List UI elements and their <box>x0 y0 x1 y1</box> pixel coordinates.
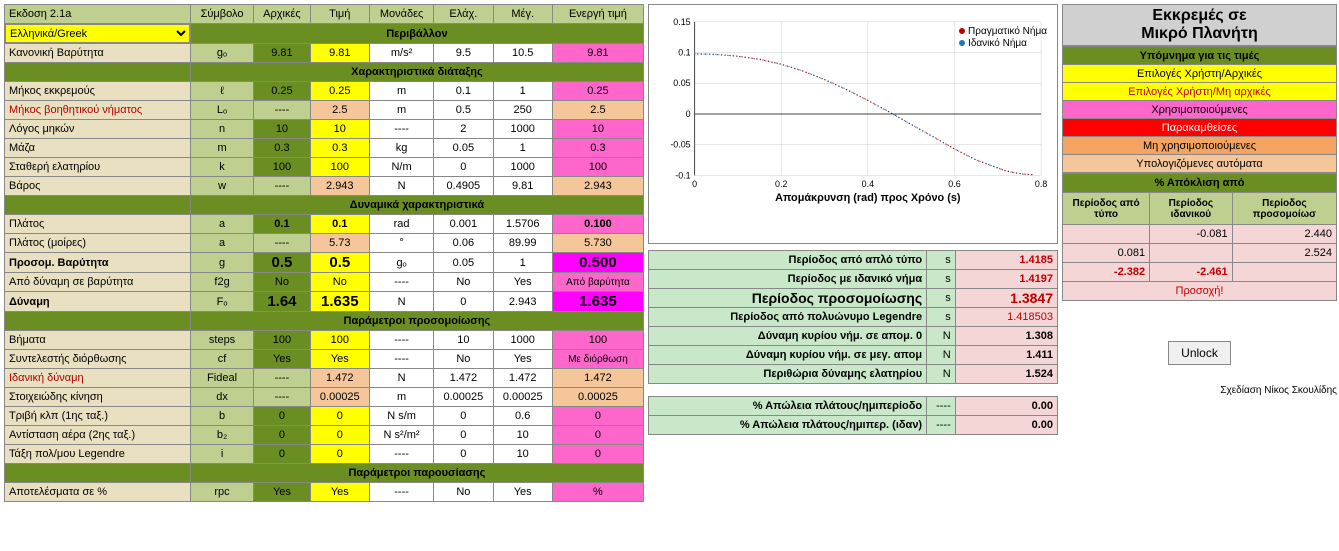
row-fideal: Ιδανική δύναμη Fideal ---- 1.472 N 1.472… <box>5 369 644 388</box>
warning-cell: Προσοχή! <box>1063 282 1337 301</box>
row-weight: Βάρος w ---- 2.943 N 0.4905 9.81 2.943 <box>5 177 644 196</box>
row-ratio: Λόγος μηκών n 10 10 ---- 2 1000 10 <box>5 120 644 139</box>
svg-text:-0.1: -0.1 <box>675 170 690 180</box>
svg-text:Απομάκρυνση (rad) προς Χρόνο (: Απομάκρυνση (rad) προς Χρόνο (s) <box>775 192 961 204</box>
params-table: Εκδοση 2.1a Σύμβολο Αρχικές Τιμή Μονάδες… <box>4 4 644 502</box>
svg-text:0.4: 0.4 <box>862 179 874 189</box>
unlock-button[interactable]: Unlock <box>1168 341 1231 365</box>
legend-table: Υπόμνημα για τις τιμές Επιλογές Χρήστη/Α… <box>1062 46 1337 173</box>
results-table: Περίοδος από απλό τύποs1.4185 Περίοδος μ… <box>648 250 1058 384</box>
svg-text:-0.05: -0.05 <box>670 140 690 150</box>
col-max: Μέγ. <box>493 5 552 24</box>
svg-text:0.6: 0.6 <box>948 179 960 189</box>
svg-text:0.1: 0.1 <box>678 48 690 58</box>
col-symbol: Σύμβολο <box>190 5 253 24</box>
svg-text:0: 0 <box>692 179 697 189</box>
row-cf: Συντελεστής διόρθωσης cf Yes Yes ---- No… <box>5 350 644 369</box>
svg-text:0: 0 <box>686 109 691 119</box>
legend-real: Πραγματικό Νήμα <box>968 26 1047 37</box>
legend-ideal: Ιδανικό Νήμα <box>968 38 1027 49</box>
col-val: Τιμή <box>310 5 369 24</box>
section-sim: Παράμετροι προσομοίωσης <box>190 312 643 331</box>
row-gravity: Κανονική Βαρύτητα gₒ 9.81 9.81 m/s² 9.5 … <box>5 44 644 63</box>
svg-text:0.15: 0.15 <box>673 17 690 27</box>
svg-text:0.8: 0.8 <box>1035 179 1047 189</box>
row-air: Αντίσταση αέρα (2ης ταξ.) b₂ 0 0 N s²/m²… <box>5 426 644 445</box>
language-select[interactable]: Ελληνικά/Greek <box>5 24 190 43</box>
section-dyn: Δυναμικά χαρακτηριστικά <box>190 196 643 215</box>
version-cell: Εκδοση 2.1a <box>5 5 191 24</box>
row-steps: Βήματα steps 100 100 ---- 10 1000 100 <box>5 331 644 350</box>
section-arr: Χαρακτηριστικά διάταξης <box>190 63 643 82</box>
col-act: Ενεργή τιμή <box>552 5 643 24</box>
row-f2g: Από δύναμη σε βαρύτητα f2g No No ---- No… <box>5 273 644 292</box>
row-legord: Τάξη πολ/μου Legendre i 0 0 ---- 0 10 0 <box>5 445 644 464</box>
row-simg: Προσομ. Βαρύτητα g 0.5 0.5 gₒ 0.05 1 0.5… <box>5 253 644 273</box>
row-spring: Σταθερή ελατηρίου k 100 100 N/m 0 1000 1… <box>5 158 644 177</box>
row-mass: Μάζα m 0.3 0.3 kg 0.05 1 0.3 <box>5 139 644 158</box>
res-label: Περίοδος από απλό τύπο <box>649 251 927 270</box>
chart-legend: Πραγματικό Νήμα Ιδανικό Νήμα <box>959 25 1047 50</box>
svg-text:0.2: 0.2 <box>775 179 787 189</box>
col-min: Ελάχ. <box>434 5 493 24</box>
row-length: Μήκος εκκρεμούς ℓ 0.25 0.25 m 0.1 1 0.25 <box>5 82 644 101</box>
row-aux: Μήκος βοηθητικού νήματος Lₒ ---- 2.5 m 0… <box>5 101 644 120</box>
legend-header: Υπόμνημα για τις τιμές <box>1063 47 1337 65</box>
row-force: Δύναμη Fₒ 1.64 1.635 N 0 2.943 1.635 <box>5 292 644 312</box>
row-dx: Στοιχειώδης κίνηση dx ---- 0.00025 m 0.0… <box>5 388 644 407</box>
res-val: 1.4185 <box>955 251 1057 270</box>
deviation-table: % Απόκλιση από Περίοδος από τύπο Περίοδο… <box>1062 173 1337 301</box>
row-ampdeg: Πλάτος (μοίρες) a ---- 5.73 ° 0.06 89.99… <box>5 234 644 253</box>
row-amp: Πλάτος a 0.1 0.1 rad 0.001 1.5706 0.100 <box>5 215 644 234</box>
credit: Σχεδίαση Νίκος Σκουλίδης <box>1062 385 1337 396</box>
row-fric: Τριβή κλπ (1ης ταξ.) b 0 0 N s/m 0 0.6 0 <box>5 407 644 426</box>
col-unit: Μονάδες <box>369 5 433 24</box>
section-pres: Παράμετροι παρουσίασης <box>190 464 643 483</box>
svg-text:0.05: 0.05 <box>673 78 690 88</box>
row-rpc: Αποτελέσματα σε % rpc Yes Yes ---- No Ye… <box>5 483 644 502</box>
app-title: Εκκρεμές σεΜικρό Πλανήτη <box>1062 4 1337 46</box>
section-env: Περιβάλλον <box>190 24 643 44</box>
loss-table: % Απώλεια πλάτους/ημιπερίοδο----0.00 % Α… <box>648 396 1058 435</box>
chart: -0.1 -0.05 0 0.05 0.1 0.15 0 0.2 0.4 0.6 0.8 Απομάκ… <box>648 4 1058 244</box>
col-init: Αρχικές <box>254 5 310 24</box>
